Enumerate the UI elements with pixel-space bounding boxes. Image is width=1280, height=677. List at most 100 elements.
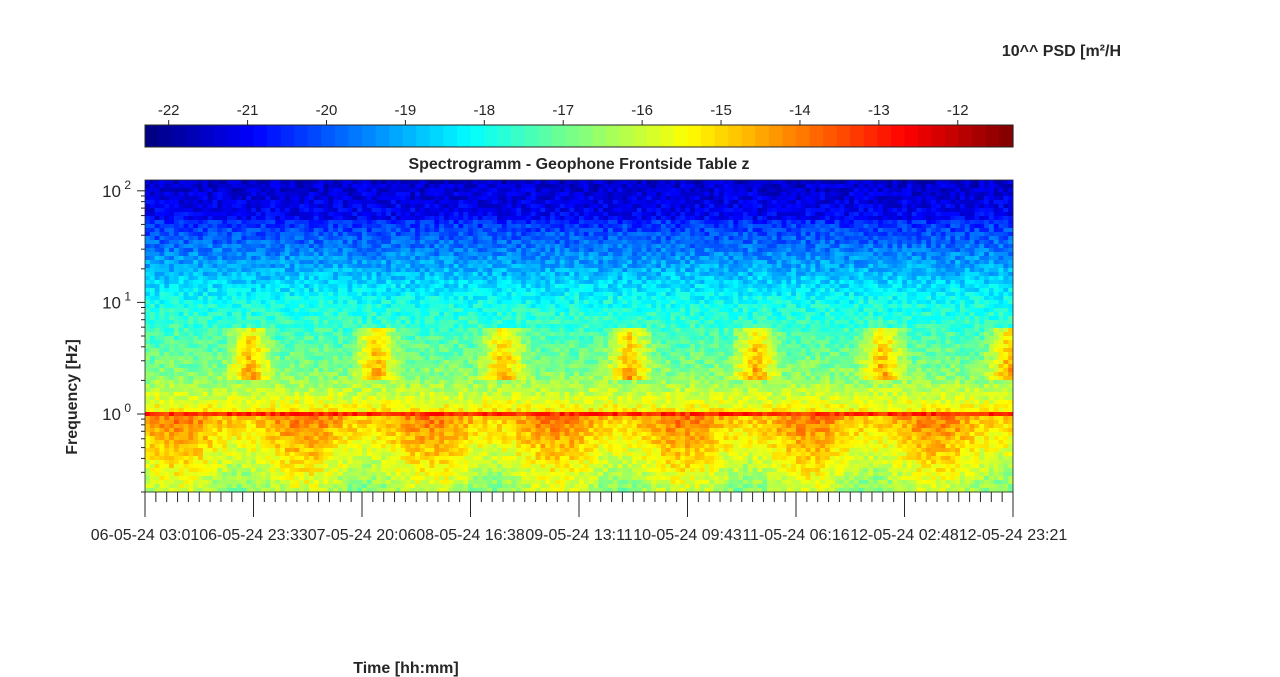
heatmap-cell xyxy=(304,204,310,209)
heatmap-cell xyxy=(468,276,474,281)
heatmap-cell xyxy=(714,216,720,221)
heatmap-cell xyxy=(260,208,266,213)
heatmap-cell xyxy=(646,252,652,257)
heatmap-cell xyxy=(347,196,353,201)
heatmap-cell xyxy=(685,252,691,257)
heatmap-cell xyxy=(873,248,879,253)
heatmap-cell xyxy=(217,236,223,241)
heatmap-cell xyxy=(352,260,358,265)
heatmap-cell xyxy=(333,268,339,273)
heatmap-cell xyxy=(429,228,435,233)
heatmap-cell xyxy=(236,252,242,257)
heatmap-cell xyxy=(304,252,310,257)
heatmap-cell xyxy=(458,236,464,241)
heatmap-cell xyxy=(627,260,633,265)
heatmap-cell xyxy=(767,264,773,269)
heatmap-cell xyxy=(988,256,995,261)
heatmap-cell xyxy=(955,272,961,277)
heatmap-cell xyxy=(641,208,647,213)
heatmap-cell xyxy=(868,220,874,225)
heatmap-cell xyxy=(979,184,985,189)
heatmap-cell xyxy=(704,220,710,225)
heatmap-cell xyxy=(897,192,903,197)
heatmap-cell xyxy=(714,220,720,225)
heatmap-cell xyxy=(198,188,204,193)
heatmap-cell xyxy=(453,244,459,249)
heatmap-cell xyxy=(680,268,686,273)
colorbar-ramp xyxy=(145,125,1014,147)
heatmap-cell xyxy=(796,188,802,193)
heatmap-cell xyxy=(670,244,676,249)
heatmap-cell xyxy=(511,204,517,209)
heatmap-cell xyxy=(579,252,585,257)
heatmap-cell xyxy=(376,184,382,189)
heatmap-cell xyxy=(815,196,821,201)
heatmap-cell xyxy=(689,228,696,233)
heatmap-cell xyxy=(381,236,387,241)
heatmap-cell xyxy=(275,208,281,213)
heatmap-cell xyxy=(752,276,758,281)
heatmap-cell xyxy=(694,264,700,269)
heatmap-cell xyxy=(183,256,189,261)
heatmap-cell xyxy=(226,252,233,257)
heatmap-cell xyxy=(921,184,927,189)
heatmap-cell xyxy=(873,264,879,269)
heatmap-cell xyxy=(906,284,913,289)
heatmap-cell xyxy=(453,252,459,257)
heatmap-cell xyxy=(530,240,536,245)
heatmap-cell xyxy=(728,220,734,225)
heatmap-cell xyxy=(352,280,358,285)
heatmap-cell xyxy=(969,228,975,233)
heatmap-cell xyxy=(482,232,488,237)
heatmap-cell xyxy=(598,256,604,261)
heatmap-cell xyxy=(294,216,300,221)
heatmap-cell xyxy=(183,180,189,185)
heatmap-cell xyxy=(530,200,536,205)
heatmap-cell xyxy=(926,208,932,213)
heatmap-cell xyxy=(434,180,440,185)
heatmap-cell xyxy=(535,248,541,253)
heatmap-cell xyxy=(564,208,570,213)
heatmap-cell xyxy=(752,188,758,193)
heatmap-cell xyxy=(617,280,623,285)
heatmap-cell xyxy=(694,284,700,289)
heatmap-cell xyxy=(974,180,980,185)
heatmap-cell xyxy=(771,192,778,197)
heatmap-cell xyxy=(284,212,291,217)
heatmap-cell xyxy=(217,192,223,197)
heatmap-cell xyxy=(834,184,840,189)
heatmap-cell xyxy=(607,192,614,197)
heatmap-cell xyxy=(468,272,474,277)
heatmap-cell xyxy=(550,224,556,229)
heatmap-cell xyxy=(169,280,175,285)
heatmap-cell xyxy=(902,264,908,269)
heatmap-cell xyxy=(945,248,951,253)
heatmap-cell xyxy=(270,180,276,185)
heatmap-cell xyxy=(969,212,975,217)
colorbar-tick-label: -13 xyxy=(868,102,890,119)
heatmap-cell xyxy=(849,212,855,217)
heatmap-cell xyxy=(796,224,802,229)
heatmap-cell xyxy=(381,256,387,261)
heatmap-cell xyxy=(964,264,970,269)
heatmap-cell xyxy=(352,212,358,217)
heatmap-cell xyxy=(646,284,652,289)
heatmap-cell xyxy=(424,208,430,213)
heatmap-cell xyxy=(448,280,455,285)
heatmap-cell xyxy=(275,280,281,285)
heatmap-cell xyxy=(328,268,334,273)
heatmap-cell xyxy=(386,276,392,281)
heatmap-cell xyxy=(709,260,715,265)
heatmap-cell xyxy=(916,244,922,249)
heatmap-cell xyxy=(318,280,324,285)
heatmap-cell xyxy=(550,196,556,201)
heatmap-cell xyxy=(810,200,816,205)
heatmap-cell xyxy=(251,288,257,293)
heatmap-cell xyxy=(419,192,426,197)
heatmap-cell xyxy=(844,228,850,233)
colorbar-segment xyxy=(701,125,716,147)
heatmap-cell xyxy=(376,252,382,257)
heatmap-cell xyxy=(280,284,286,289)
heatmap-cell xyxy=(308,200,315,205)
heatmap-cell xyxy=(415,216,421,221)
